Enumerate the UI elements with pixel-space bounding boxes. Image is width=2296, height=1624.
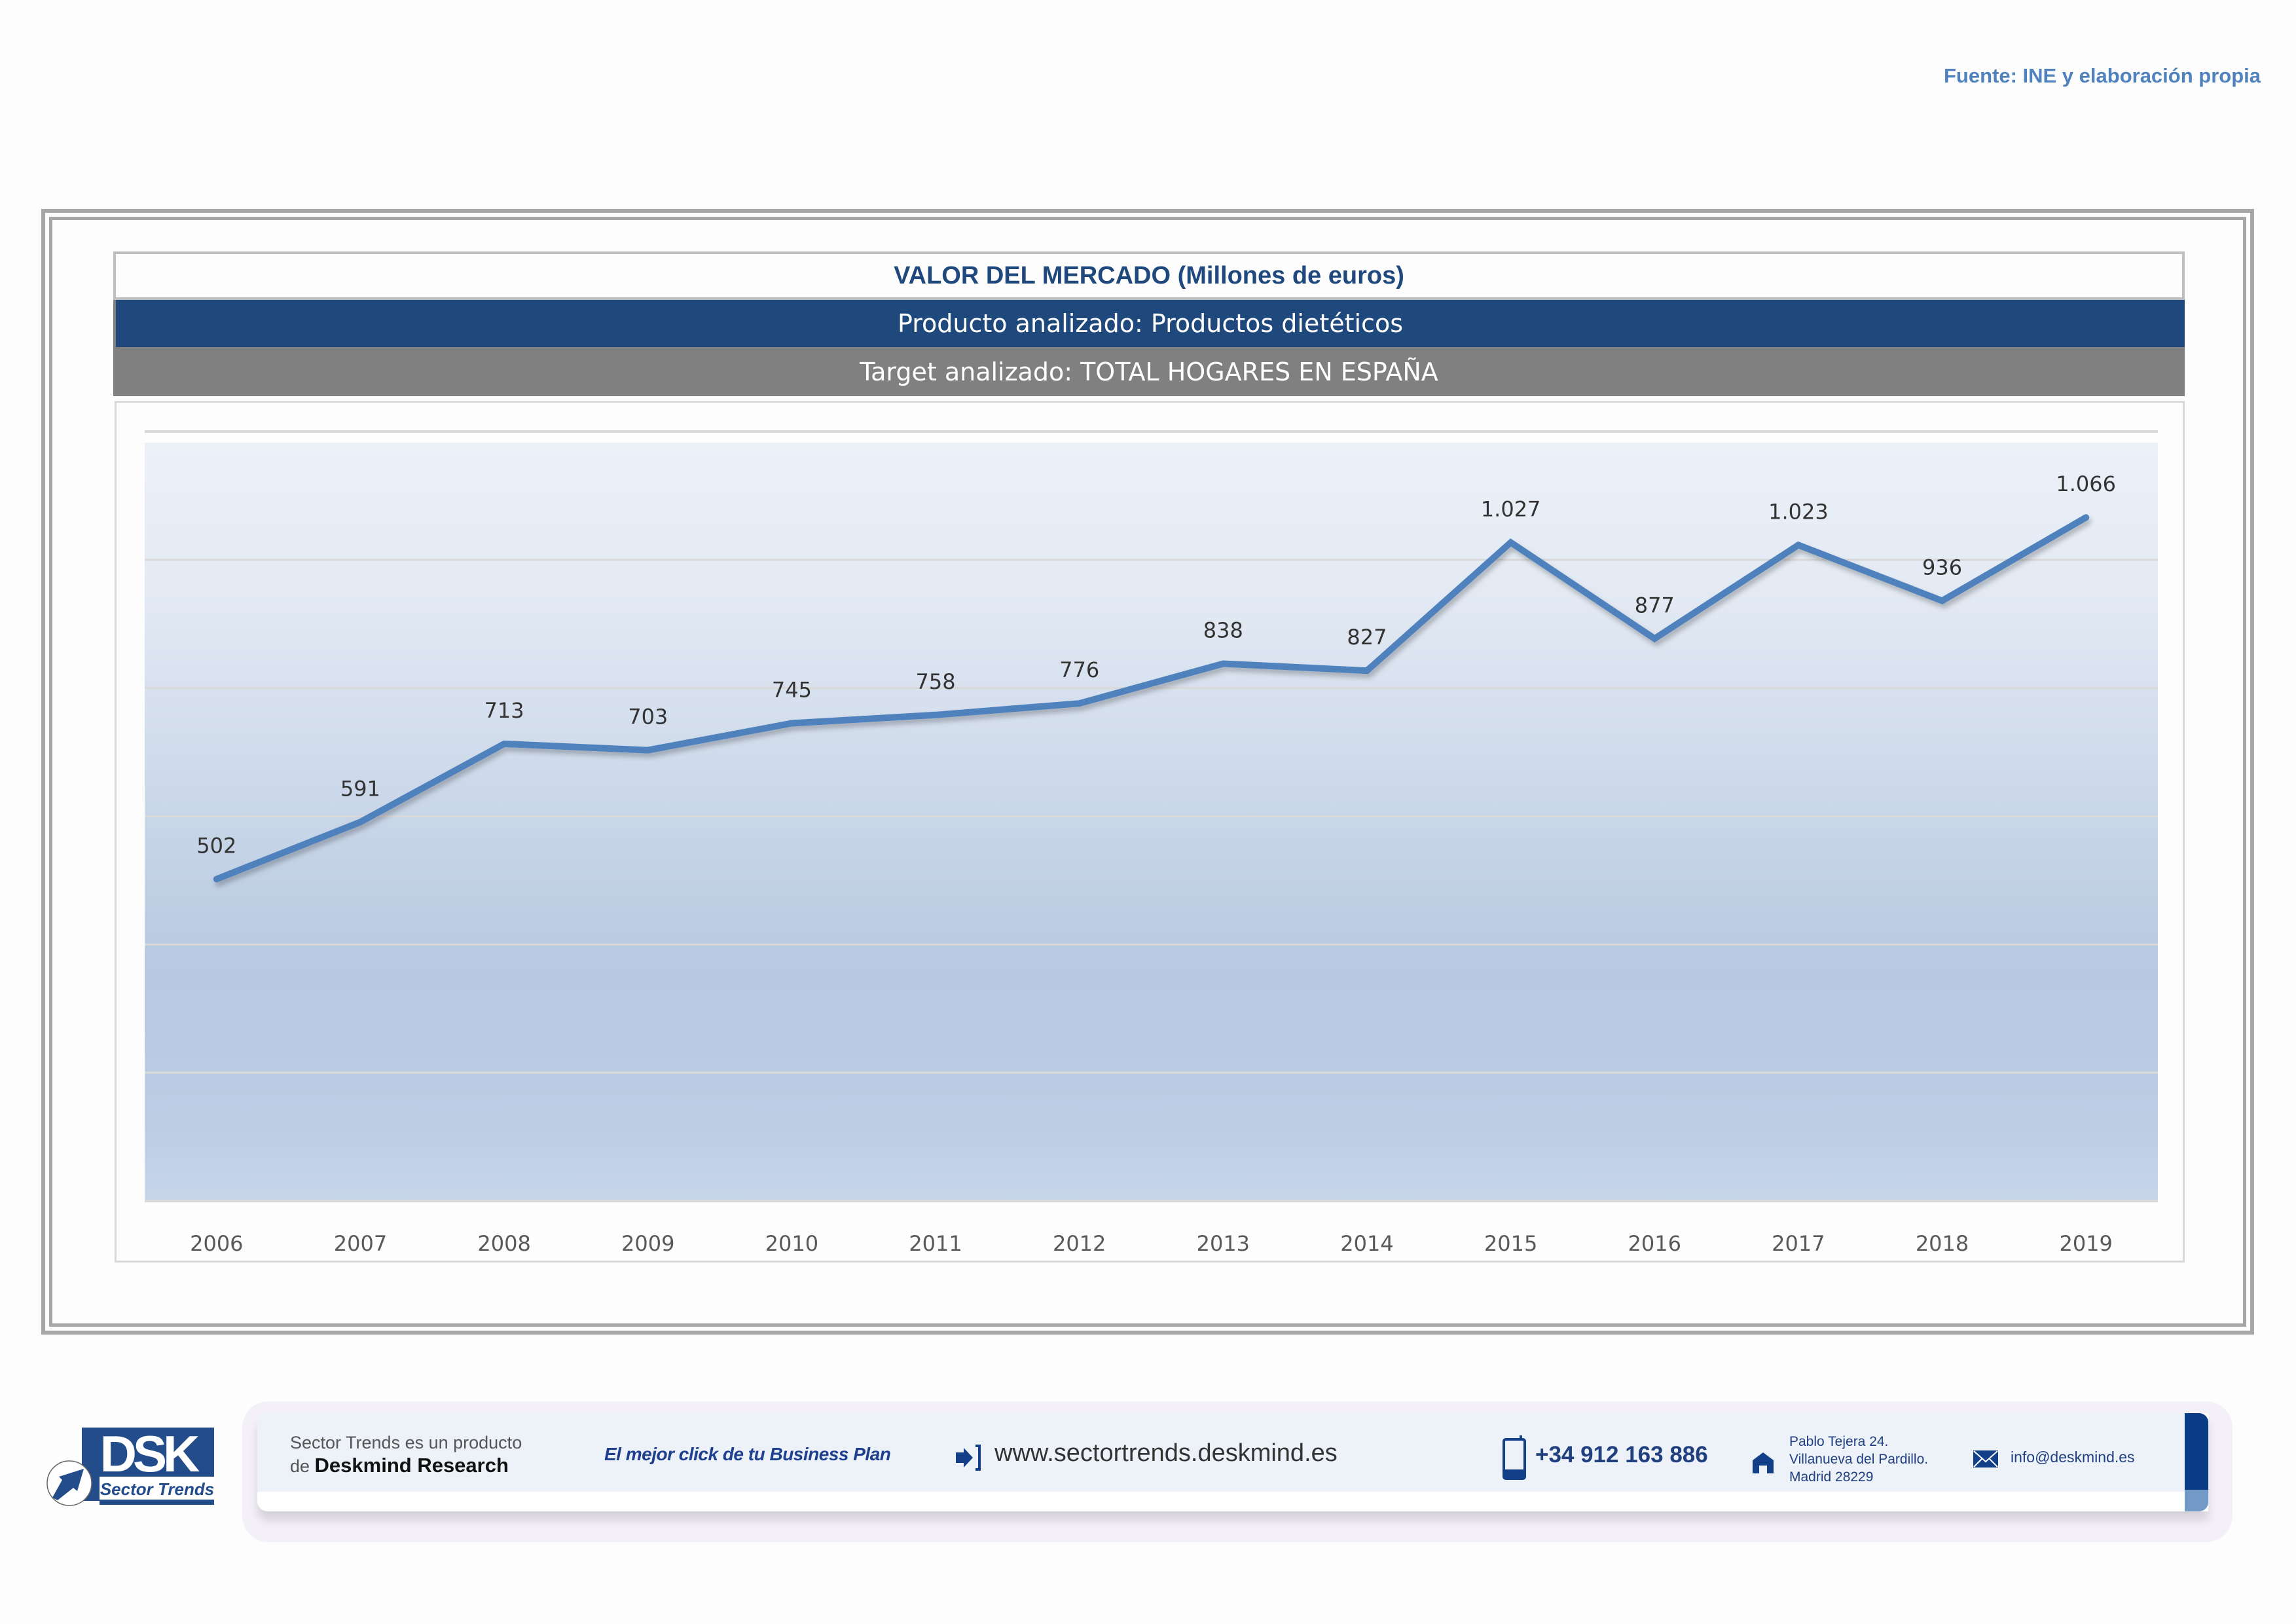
- phone-icon: [1503, 1435, 1526, 1480]
- series-line: [213, 514, 2090, 883]
- data-label: 936: [1922, 555, 1962, 580]
- data-label: 713: [484, 698, 524, 723]
- plot-area: [145, 443, 2158, 1201]
- link-arrow-icon: [956, 1445, 981, 1471]
- home-icon: [1753, 1452, 1774, 1473]
- x-tick-label: 2009: [621, 1231, 674, 1256]
- data-label: 745: [772, 678, 812, 703]
- mail-icon: [1973, 1450, 1998, 1467]
- data-label: 591: [340, 776, 380, 801]
- x-tick-label: 2018: [1916, 1231, 1969, 1256]
- website-link[interactable]: www.sectortrends.deskmind.es: [994, 1439, 1338, 1467]
- product-banner: Producto analizado: Productos dietéticos: [113, 300, 2185, 347]
- x-tick-label: 2019: [2059, 1231, 2112, 1256]
- address: Pablo Tejera 24. Villanueva del Pardillo…: [1789, 1434, 1929, 1485]
- x-tick-label: 2012: [1053, 1231, 1106, 1256]
- data-label: 502: [196, 833, 236, 858]
- dsk-logo: DSK Sector Trends: [39, 1418, 229, 1516]
- x-tick-label: 2015: [1484, 1231, 1537, 1256]
- data-label: 776: [1059, 657, 1099, 682]
- x-tick-label: 2007: [334, 1231, 387, 1256]
- data-label: 838: [1203, 618, 1243, 642]
- footer-banner: Sector Trends es un producto de Deskmind…: [257, 1413, 2208, 1511]
- logo-subtitle: Sector Trends: [100, 1479, 214, 1499]
- chart-header: VALOR DEL MERCADO (Millones de euros) Pr…: [113, 251, 2185, 396]
- data-label: 1.027: [1481, 496, 1541, 521]
- line-chart: 502 591 713 703 745 758 776 838 827 1.027 877 1.023…: [145, 430, 2158, 1256]
- email-link[interactable]: info@deskmind.es: [2011, 1449, 2135, 1466]
- data-label: 1.066: [2056, 471, 2116, 496]
- product-line-1: Sector Trends es un producto: [290, 1433, 522, 1452]
- data-label: 827: [1347, 625, 1387, 650]
- x-tick-label: 2016: [1628, 1231, 1681, 1256]
- x-tick-label: 2017: [1772, 1231, 1825, 1256]
- banner-background: [257, 1413, 2185, 1492]
- inner-frame: [49, 217, 2246, 1327]
- slogan: El mejor click de tu Business Plan: [604, 1444, 891, 1464]
- x-tick-label: 2013: [1197, 1231, 1250, 1256]
- x-tick-label: 2008: [477, 1231, 530, 1256]
- x-tick-label: 2014: [1340, 1231, 1393, 1256]
- x-tick-label: 2011: [909, 1231, 962, 1256]
- x-tick-label: 2010: [765, 1231, 818, 1256]
- chart-title: VALOR DEL MERCADO (Millones de euros): [113, 251, 2185, 300]
- banner-tab: [2185, 1413, 2208, 1511]
- x-tick-label: 2006: [190, 1231, 243, 1256]
- data-label: 1.023: [1768, 499, 1829, 524]
- data-label: 703: [628, 705, 668, 729]
- logo-brand: DSK: [100, 1425, 200, 1483]
- data-label: 758: [915, 669, 955, 694]
- phone-number[interactable]: +34 912 163 886: [1535, 1442, 1708, 1467]
- company-name: Deskmind Research: [314, 1454, 509, 1477]
- chart-container: 502 591 713 703 745 758 776 838 827 1.027 877 1.023…: [115, 401, 2185, 1263]
- target-banner: Target analizado: TOTAL HOGARES EN ESPAÑ…: [113, 347, 2185, 396]
- outer-frame: [41, 209, 2254, 1335]
- source-note: Fuente: INE y elaboración propia: [1943, 64, 2261, 87]
- product-prefix: de: [290, 1456, 315, 1476]
- data-label: 877: [1635, 593, 1675, 618]
- product-line-2: de Deskmind Research: [290, 1454, 509, 1477]
